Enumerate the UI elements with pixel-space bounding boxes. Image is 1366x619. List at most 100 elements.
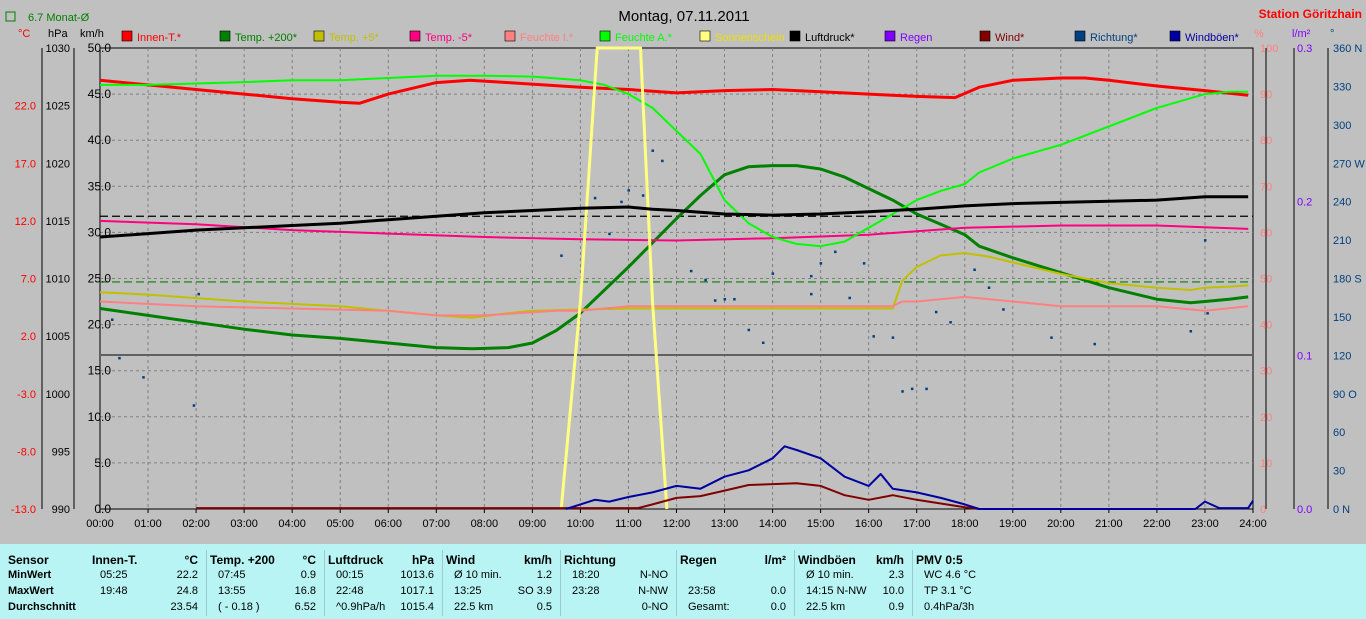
legend-swatch-2 [313,30,325,42]
legend-swatch-7 [789,30,801,42]
direction-point-8 [620,200,623,204]
stats-cell-row: 23:28 N-NW [564,585,668,600]
series-line-8 [196,482,980,510]
legend-swatch-0 [121,30,133,42]
tick-hpa-6: 1000 [46,389,70,401]
tick-kmh-10: 0.0 [94,502,111,516]
tick-celsius-6: -8.0 [17,446,36,458]
direction-point-7 [608,232,611,236]
monthly-avg-label: 6.7 Monat-Ø [28,12,90,24]
column-separator [206,550,207,616]
x-tick-5: 05:00 [326,518,354,530]
direction-point-4 [197,292,200,296]
stats-cell-row: 13:25 SO 3.9 [446,585,552,600]
direction-point-32 [934,310,938,314]
legend-label-9: Wind* [995,32,1025,44]
stats-cell-label: 19:48 [100,585,128,597]
stats-column-header: Richtung [564,553,668,568]
stats-cell-value: SO 3.9 [517,585,552,597]
tick-hpa-5: 1005 [46,331,70,343]
column-separator [324,550,325,616]
direction-point-22 [810,274,813,278]
stats-cell-value: 1013.6 [400,569,434,581]
column-separator [560,550,561,616]
stats-cell-value: N-NW [638,585,668,597]
stats-column-1: Temp. +200 °C 07:45 0.9 13:55 16.8 ( - 0.18 ) 6… [210,544,322,619]
stats-cell-value: 0.0 [770,585,786,597]
stats-cell-label: 07:45 [218,569,246,581]
weather-chart: Montag, 07.11.2011 Station Göritzhain 6.… [5,7,1366,530]
direction-point-34 [973,268,976,272]
direction-point-13 [689,269,693,273]
tick-degrees-9: 90 O [1333,389,1357,401]
tick-rain-0: 0.3 [1297,43,1312,55]
x-tick-6: 06:00 [374,518,402,530]
stats-column-header: Innen-T. °C [92,553,198,568]
legend-label-11: Windböen* [1185,32,1240,44]
stats-panel: Sensor MinWert MaxWert Durchschnitt Inne… [0,544,1366,619]
stats-cell-value: 23.54 [170,601,198,613]
stats-cell-row: 00:15 1013.6 [328,569,434,584]
stats-column-title: Wind [446,553,476,567]
stats-column-unit: °C [184,553,198,567]
series-lines [99,46,1254,510]
row-label-max: MaxWert [8,585,82,600]
stats-cell-row: WC 4.6 °C [916,569,1010,584]
stats-cell-row: Ø 10 min. 1.2 [446,569,552,584]
stats-column-5: Regen l/m² 23:58 0.0 Gesamt: 0.0 [680,544,792,619]
x-axis-ticks: 00:00 01:00 02:00 03:00 04:00 05:00 06:00 07:00… [86,509,1267,530]
series-line-2 [99,252,1249,319]
stats-cell-label: 22:48 [336,585,364,597]
series-line-0 [99,76,1249,105]
stats-cell-label: Ø 10 min. [454,569,502,581]
tick-degrees-11: 30 [1333,466,1345,478]
x-tick-21: 21:00 [1095,518,1123,530]
row-labels-column: Sensor MinWert MaxWert Durchschnitt [8,544,88,619]
stats-cell-row: ( - 0.18 ) 6.52 [210,601,316,616]
legend-swatch-1 [219,30,231,42]
tick-percent-1: 90 [1260,89,1272,101]
series-line-6 [559,46,669,510]
legend-swatch-6 [699,30,711,42]
stats-cell-row: Gesamt: 0.0 [680,601,786,616]
tick-celsius-0: 22.0 [15,101,36,113]
legend-swatch-4 [504,30,516,42]
direction-point-6 [593,196,597,200]
x-tick-10: 10:00 [567,518,595,530]
stats-column-title: Temp. +200 [210,553,275,567]
tick-kmh-9: 5.0 [94,456,111,470]
direction-point-11 [651,149,654,152]
tick-kmh-7: 15.0 [88,364,112,378]
x-tick-4: 04:00 [278,518,306,530]
tick-celsius-2: 12.0 [15,216,36,228]
stats-cell-value: 2.3 [888,569,904,581]
direction-point-25 [848,296,851,300]
series-line-5 [100,74,1249,248]
column-separator [442,550,443,616]
tick-celsius-7: -13.0 [11,504,36,516]
tick-percent-5: 50 [1260,274,1272,286]
stats-column-header: Temp. +200 °C [210,553,316,568]
stats-column-unit: °C [302,553,316,567]
x-tick-20: 20:00 [1047,518,1075,530]
tick-degrees-12: 0 N [1333,504,1350,516]
direction-point-15 [713,299,717,302]
axis-ticks: 22.017.012.07.02.0-3.0-8.0-13.0103010251… [11,41,1365,516]
tick-degrees-8: 120 [1333,350,1351,362]
x-tick-9: 09:00 [519,518,547,530]
unit-percent: % [1254,28,1264,40]
direction-point-30 [910,387,914,391]
tick-hpa-2: 1020 [46,158,70,170]
tick-hpa-0: 1030 [46,43,70,55]
stats-column-unit: hPa [411,553,434,567]
direction-point-12 [661,159,664,163]
stats-cell-row: 19:48 24.8 [92,585,198,600]
tick-rain-1: 0.2 [1297,197,1312,209]
tick-percent-8: 20 [1260,412,1272,424]
direction-point-9 [627,189,630,192]
x-tick-16: 16:00 [855,518,883,530]
series-line-4 [99,295,1249,317]
legend-label-8: Regen [900,32,932,44]
stats-cell-value: 10.0 [882,585,904,597]
tick-degrees-4: 240 [1333,197,1351,209]
